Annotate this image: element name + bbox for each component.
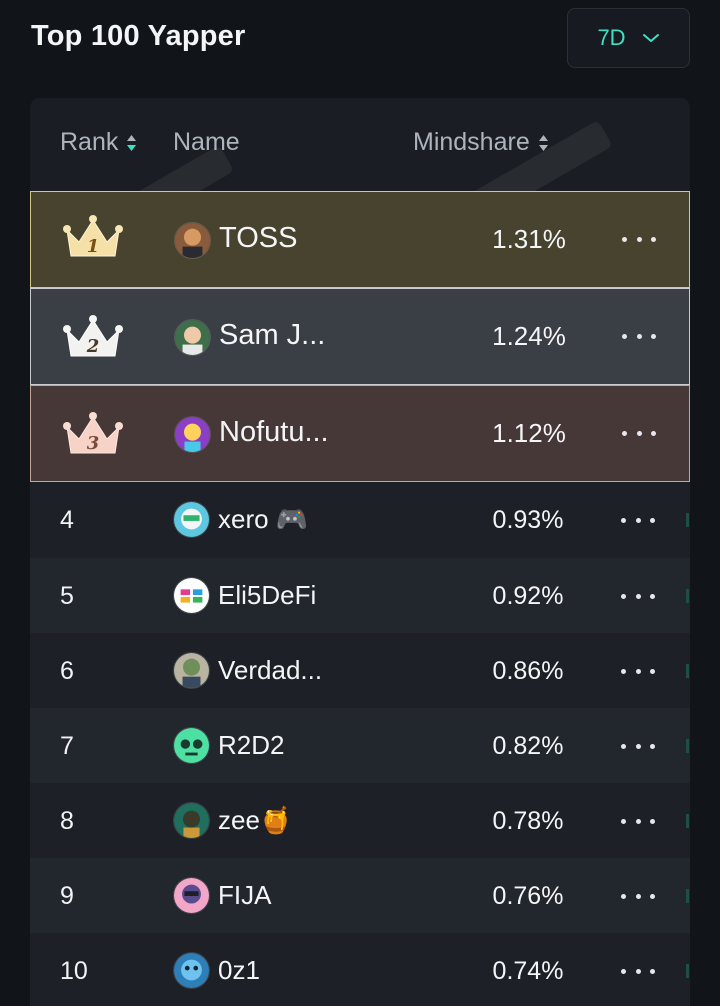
period-dropdown[interactable]: 7D bbox=[567, 8, 690, 68]
more-options-button[interactable] bbox=[618, 959, 658, 983]
rank-number: 6 bbox=[60, 657, 74, 685]
svg-text:2: 2 bbox=[86, 336, 100, 357]
username[interactable]: Verdad... bbox=[218, 655, 323, 685]
table-row[interactable]: 10 0z1 0.74% bbox=[30, 933, 690, 1006]
table-header: Rank Name Mindshare bbox=[30, 98, 690, 190]
avatar bbox=[173, 952, 210, 989]
table-row[interactable]: 8 zee🍯 0.78% bbox=[30, 783, 690, 858]
name-column-label: Name bbox=[173, 128, 240, 156]
row-edge-mark bbox=[686, 814, 689, 828]
username[interactable]: TOSS bbox=[219, 222, 298, 254]
rank-number: 8 bbox=[60, 807, 74, 835]
avatar bbox=[174, 319, 211, 356]
username[interactable]: zee🍯 bbox=[218, 805, 293, 835]
username[interactable]: xero 🎮 bbox=[218, 504, 309, 534]
row-edge-mark bbox=[686, 664, 689, 678]
username[interactable]: 0z1 bbox=[218, 955, 260, 985]
gold-crown-icon: 1 bbox=[63, 215, 123, 257]
svg-text:1: 1 bbox=[87, 236, 100, 257]
username[interactable]: Sam J... bbox=[219, 319, 326, 351]
table-row[interactable]: 4 xero 🎮 0.93% bbox=[30, 482, 690, 558]
row-edge-mark bbox=[686, 889, 689, 903]
avatar bbox=[174, 222, 211, 259]
username[interactable]: Eli5DeFi bbox=[218, 580, 317, 610]
svg-text:3: 3 bbox=[87, 433, 100, 454]
more-options-button[interactable] bbox=[619, 227, 659, 251]
rank-column-header[interactable]: Rank bbox=[60, 128, 137, 157]
mindshare-value: 0.92% bbox=[492, 582, 564, 610]
bronze-crown-icon: 3 bbox=[63, 412, 123, 454]
rank-number: 10 bbox=[60, 957, 88, 985]
table-row[interactable]: 1 TOSS 1.31% bbox=[30, 191, 690, 288]
yapper-table: Rank Name Mindshare bbox=[30, 98, 690, 1006]
avatar bbox=[173, 802, 210, 839]
mindshare-value: 0.86% bbox=[492, 657, 564, 685]
table-row[interactable]: 7 R2D2 0.82% bbox=[30, 708, 690, 783]
rank-number: 7 bbox=[60, 732, 74, 760]
avatar bbox=[173, 652, 210, 689]
more-options-button[interactable] bbox=[618, 584, 658, 608]
chevron-down-icon bbox=[642, 34, 659, 42]
table-row[interactable]: 9 FIJA 0.76% bbox=[30, 858, 690, 933]
sort-icon bbox=[127, 134, 137, 151]
period-dropdown-value: 7D bbox=[597, 25, 626, 50]
more-options-button[interactable] bbox=[619, 421, 659, 445]
avatar bbox=[174, 416, 211, 453]
row-edge-mark bbox=[686, 513, 689, 527]
mindshare-value: 1.31% bbox=[492, 224, 566, 254]
more-options-button[interactable] bbox=[618, 659, 658, 683]
avatar bbox=[173, 727, 210, 764]
silver-crown-icon: 2 bbox=[63, 315, 123, 357]
mindshare-value: 0.78% bbox=[492, 807, 564, 835]
more-options-button[interactable] bbox=[618, 809, 658, 833]
more-options-button[interactable] bbox=[619, 324, 659, 348]
mindshare-value: 0.76% bbox=[492, 882, 564, 910]
row-edge-mark bbox=[686, 589, 689, 603]
avatar bbox=[173, 577, 210, 614]
mindshare-value: 1.12% bbox=[492, 418, 566, 448]
row-edge-mark bbox=[686, 964, 689, 978]
mindshare-value: 0.93% bbox=[492, 506, 564, 534]
table-row[interactable]: 5 Eli5DeFi 0.92% bbox=[30, 558, 690, 633]
name-column-header: Name bbox=[173, 128, 240, 157]
avatar bbox=[173, 501, 210, 538]
avatar bbox=[173, 877, 210, 914]
mindshare-column-label: Mindshare bbox=[413, 128, 530, 156]
mindshare-value: 0.74% bbox=[492, 957, 564, 985]
rank-number: 9 bbox=[60, 882, 74, 910]
sort-icon bbox=[538, 134, 548, 151]
mindshare-column-header[interactable]: Mindshare bbox=[413, 128, 549, 157]
mindshare-value: 0.82% bbox=[492, 732, 564, 760]
table-row[interactable]: 6 Verdad... 0.86% bbox=[30, 633, 690, 708]
rank-number: 5 bbox=[60, 582, 74, 610]
more-options-button[interactable] bbox=[618, 884, 658, 908]
username[interactable]: FIJA bbox=[218, 880, 272, 910]
table-row[interactable]: 2 Sam J... 1.24% bbox=[30, 288, 690, 385]
rank-number: 4 bbox=[60, 506, 74, 534]
username[interactable]: Nofutu... bbox=[219, 416, 329, 448]
rank-column-label: Rank bbox=[60, 128, 119, 156]
more-options-button[interactable] bbox=[618, 734, 658, 758]
table-row[interactable]: 3 Nofutu... 1.12% bbox=[30, 385, 690, 482]
username[interactable]: R2D2 bbox=[218, 730, 285, 760]
more-options-button[interactable] bbox=[618, 508, 658, 532]
page-title: Top 100 Yapper bbox=[31, 20, 246, 52]
mindshare-value: 1.24% bbox=[492, 321, 566, 351]
row-edge-mark bbox=[686, 739, 689, 753]
